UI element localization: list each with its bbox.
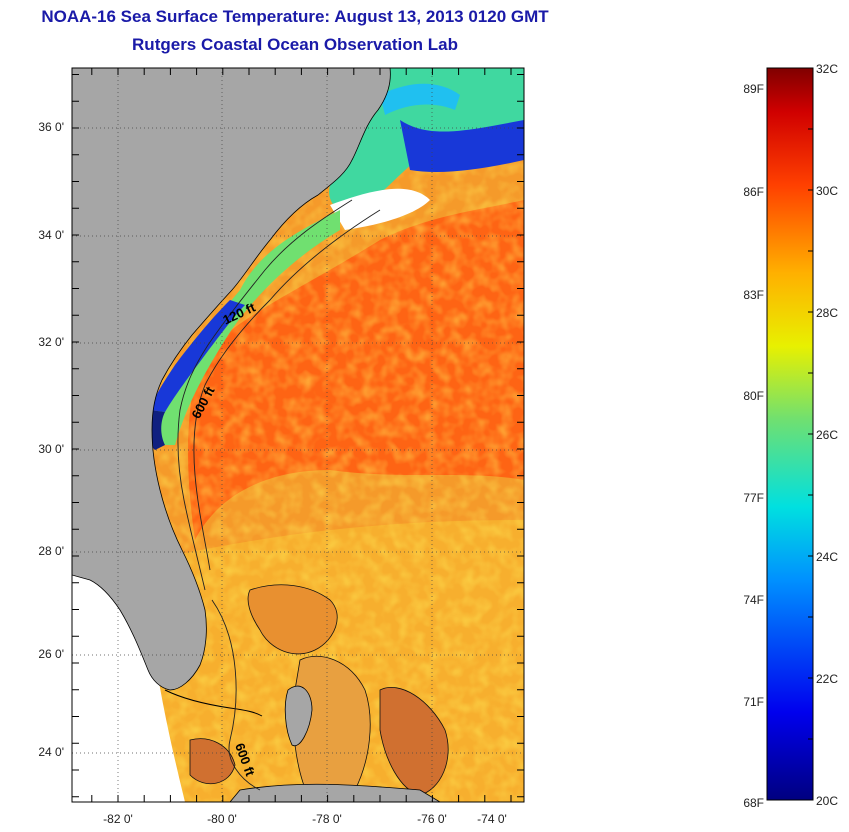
lon-label-76: -76 0' <box>417 812 447 826</box>
contour-120ft <box>177 199 353 591</box>
colorbar <box>766 67 814 801</box>
lon-label-80: -80 0' <box>207 812 237 826</box>
cb-c-26: 26C <box>816 428 839 442</box>
bahamas-bank-north <box>247 584 338 655</box>
cb-f-77: 77F <box>743 491 764 505</box>
lat-label-24: 24 0' <box>38 745 64 759</box>
cb-f-74: 74F <box>743 593 764 607</box>
andros-island <box>284 685 313 747</box>
no-data-area <box>72 560 185 802</box>
cb-f-86: 86F <box>743 185 764 199</box>
cb-f-68: 68F <box>743 796 764 810</box>
cb-c-30: 30C <box>816 184 839 198</box>
lon-label-82: -82 0' <box>103 812 133 826</box>
lat-label-28: 28 0' <box>38 544 64 558</box>
coastal-cold-strip <box>150 300 245 412</box>
contour-600ft-south <box>211 599 261 791</box>
florida-keys <box>164 689 263 717</box>
cb-c-22: 22C <box>816 672 839 686</box>
land-mass <box>72 68 391 691</box>
contour-600ft <box>193 209 381 571</box>
coastal-band <box>154 210 340 445</box>
bahamas-bank-east <box>379 687 449 796</box>
cb-f-80: 80F <box>743 389 764 403</box>
colorbar-ticks <box>808 67 813 801</box>
cb-c-28: 28C <box>816 306 839 320</box>
bahamas-bank-west <box>189 738 236 784</box>
map-title: NOAA-16 Sea Surface Temperature: August … <box>41 7 549 26</box>
cb-c-32: 32C <box>816 62 839 76</box>
map-frame <box>71 67 525 803</box>
lat-label-26: 26 0' <box>38 647 64 661</box>
northern-cold-patch <box>400 120 524 172</box>
lat-label-36: 36 0' <box>38 120 64 134</box>
cb-f-83: 83F <box>743 288 764 302</box>
cloud-patch-north <box>330 188 430 230</box>
lat-label-34: 34 0' <box>38 228 64 242</box>
cb-f-71: 71F <box>743 695 764 709</box>
cb-f-89: 89F <box>743 82 764 96</box>
graticule <box>72 68 524 802</box>
cb-c-24: 24C <box>816 550 839 564</box>
lon-label-74: -74 0' <box>477 812 507 826</box>
cb-c-20: 20C <box>816 794 839 808</box>
map-subtitle: Rutgers Coastal Ocean Observation Lab <box>132 35 458 54</box>
lat-label-30: 30 0' <box>38 442 64 456</box>
axis-ticks <box>72 68 524 802</box>
cuba <box>229 783 441 802</box>
map-field <box>72 68 524 802</box>
shelf-water <box>380 83 460 115</box>
lat-label-32: 32 0' <box>38 335 64 349</box>
lon-label-78: -78 0' <box>312 812 342 826</box>
